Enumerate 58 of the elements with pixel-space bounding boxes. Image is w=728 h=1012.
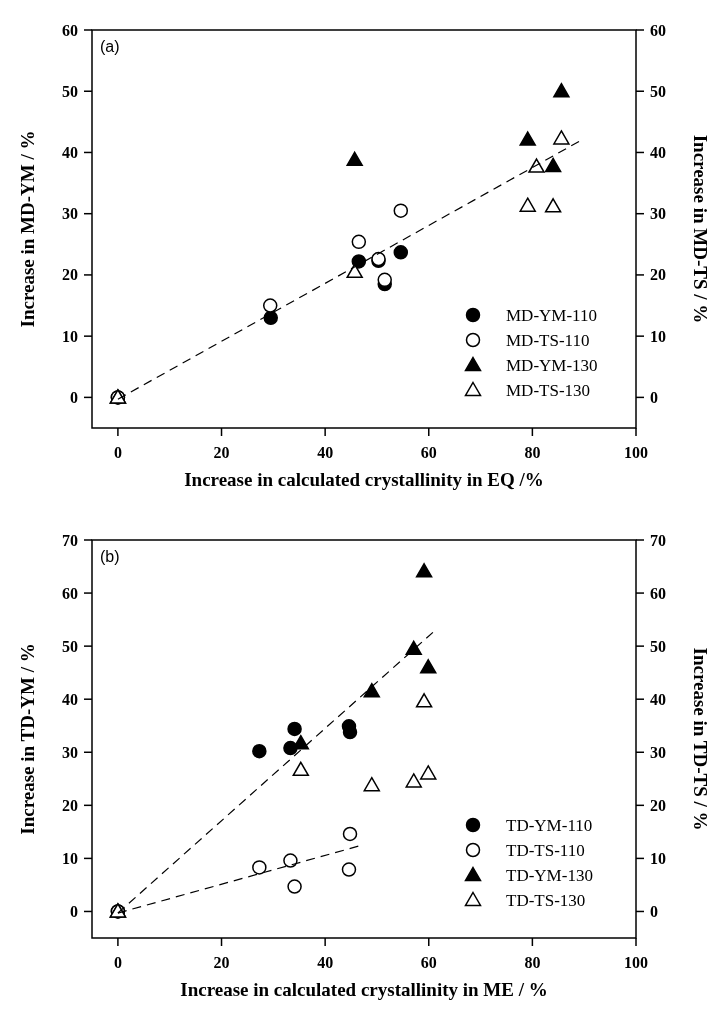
x-axis-title: Increase in calculated crystallinity in ME / %: [180, 979, 548, 1000]
legend-label: MD-TS-130: [506, 381, 591, 400]
y2-tick-label: 40: [650, 690, 666, 708]
y-tick-label: 20: [62, 266, 78, 284]
y-tick-label: 10: [62, 849, 78, 867]
x-tick-label: 40: [317, 444, 334, 461]
y2-tick-label: 40: [650, 143, 666, 161]
legend-label: TD-YM-110: [506, 816, 593, 835]
y-tick-label: 70: [62, 531, 78, 549]
y-axis-title: Increase in MD-YM / %: [17, 130, 38, 328]
x-tick-label: 0: [113, 954, 122, 971]
y-tick-label: 20: [62, 796, 78, 814]
y2-tick-label: 10: [650, 327, 666, 345]
x-tick-label: 40: [317, 954, 334, 971]
y-tick-label: 0: [70, 902, 78, 920]
legend-label: MD-YM-110: [506, 306, 597, 325]
y-tick-label: 40: [62, 143, 78, 161]
y-tick-label: 0: [70, 388, 78, 406]
legend-label: TD-YM-130: [506, 866, 593, 885]
y-tick-label: 30: [62, 743, 78, 761]
x-tick-label: 80: [524, 444, 541, 461]
legend-label: TD-TS-110: [506, 841, 585, 860]
y-tick-label: 60: [62, 584, 78, 602]
x-tick-label: 0: [113, 444, 122, 461]
legend-label: TD-TS-130: [506, 891, 586, 910]
y2-tick-label: 30: [650, 205, 666, 223]
x-tick-label: 100: [624, 954, 648, 971]
x-tick-label: 100: [624, 444, 648, 461]
y2-tick-label: 70: [650, 531, 666, 549]
y-tick-label: 60: [62, 21, 78, 39]
y2-tick-label: 0: [650, 388, 658, 406]
y-axis-title: Increase in TD-YM / %: [17, 643, 38, 835]
x-tick-label: 20: [213, 954, 230, 971]
y2-tick-label: 60: [650, 584, 666, 602]
x-tick-label: 80: [524, 954, 541, 971]
x-tick-label: 60: [420, 954, 437, 971]
y2-tick-label: 50: [650, 637, 666, 655]
y2-tick-label: 0: [650, 902, 658, 920]
y2-axis-title: Increase in TD-TS / %: [690, 647, 711, 831]
x-axis-title: Increase in calculated crystallinity in EQ /%: [184, 469, 544, 490]
x-tick-label: 20: [213, 444, 230, 461]
y2-tick-label: 50: [650, 82, 666, 100]
y2-tick-label: 20: [650, 266, 666, 284]
y-tick-label: 50: [62, 82, 78, 100]
x-tick-label: 60: [420, 444, 437, 461]
y2-tick-label: 30: [650, 743, 666, 761]
y-tick-label: 30: [62, 205, 78, 223]
y-tick-label: 40: [62, 690, 78, 708]
y-tick-label: 10: [62, 327, 78, 345]
y2-tick-label: 20: [650, 796, 666, 814]
y2-tick-label: 60: [650, 21, 666, 39]
y2-tick-label: 10: [650, 849, 666, 867]
legend-label: MD-TS-110: [506, 331, 590, 350]
legend-label: MD-YM-130: [506, 356, 598, 375]
y-tick-label: 50: [62, 637, 78, 655]
y2-axis-title: Increase in MD-TS / %: [690, 134, 711, 324]
annotation: (a): [100, 38, 120, 55]
annotation: (b): [100, 548, 120, 565]
